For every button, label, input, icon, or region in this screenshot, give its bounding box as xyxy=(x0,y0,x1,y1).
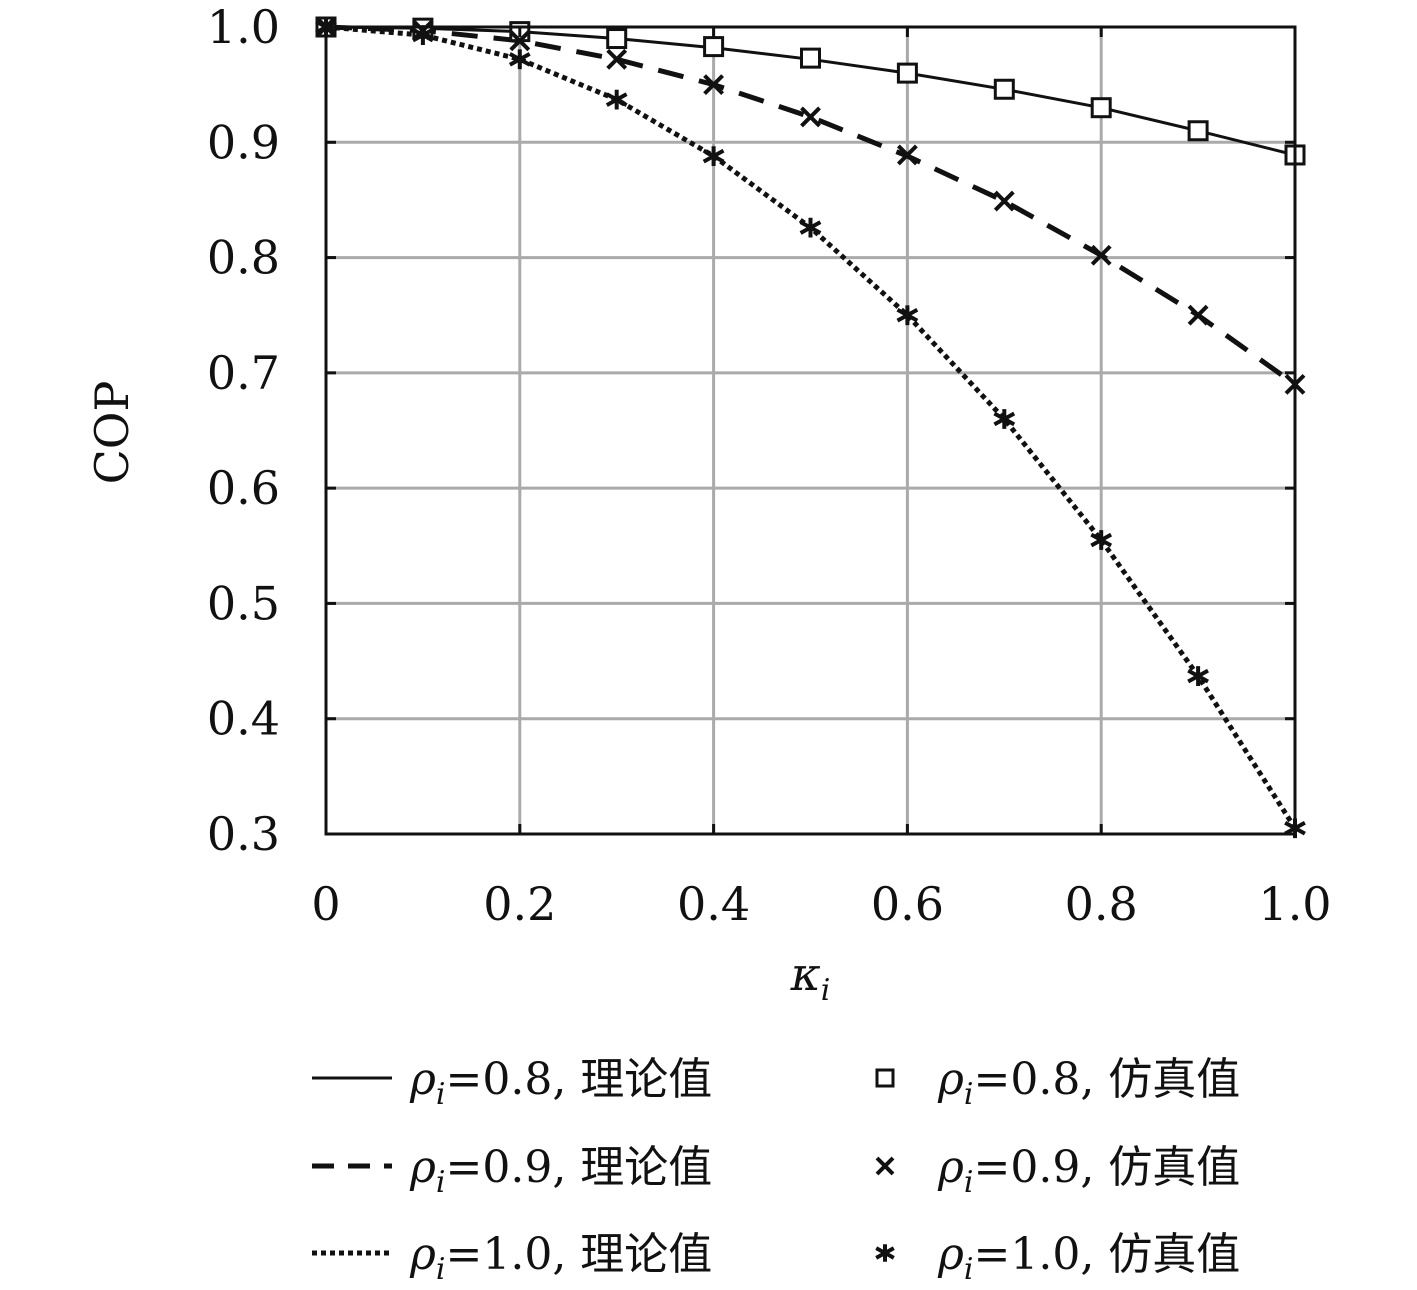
y-tick-label-0: 0.3 xyxy=(207,807,280,861)
y-tick-label-4: 0.7 xyxy=(207,346,280,400)
series-5-marker-6 xyxy=(896,305,919,326)
legend-entry-5: ρi=1.0, 仿真值 xyxy=(875,1229,1240,1287)
series-3-marker-6 xyxy=(896,144,918,166)
series-1-marker-8 xyxy=(1090,97,1112,119)
y-tick-label-3: 0.6 xyxy=(207,461,280,515)
series-1-marker-3 xyxy=(606,28,628,50)
x-tick-label-0: 0 xyxy=(311,877,340,931)
series-3-marker-2 xyxy=(509,30,531,52)
legend-entry-4: ρi=1.0, 理论值 xyxy=(312,1229,712,1287)
series-3-marker-5 xyxy=(800,106,821,128)
plot-frame xyxy=(324,25,1297,836)
x-axis-subscript: i xyxy=(821,973,831,1008)
series-5-marker-8 xyxy=(1090,530,1113,550)
x-tick-label-1: 0.2 xyxy=(483,877,556,931)
legend-entry-2: ρi=0.9, 理论值 xyxy=(312,1142,712,1200)
x-tick-label-3: 0.6 xyxy=(871,877,944,931)
y-tick-label-7: 1.0 xyxy=(207,0,280,54)
series-3-marker-4 xyxy=(703,74,725,96)
series-3-marker-8 xyxy=(1090,244,1112,266)
series-3-marker-9 xyxy=(1187,304,1209,326)
y-tick-label-6: 0.9 xyxy=(207,115,280,169)
series-3-marker-7 xyxy=(993,190,1015,212)
series-line-2 xyxy=(325,24,1297,387)
y-tick-label-1: 0.4 xyxy=(207,692,280,746)
x-tick-label-4: 0.8 xyxy=(1065,877,1138,931)
legend-sample-marker-3 xyxy=(875,1156,895,1176)
legend-entry-1: ρi=0.8, 仿真值 xyxy=(875,1054,1240,1112)
y-axis-title: COP xyxy=(85,381,139,485)
series-3-marker-3 xyxy=(606,48,628,70)
legend-label-4: ρi=1.0, 理论值 xyxy=(409,1229,712,1287)
legend-label-0: ρi=0.8, 理论值 xyxy=(409,1054,712,1112)
x-axis-title: κi xyxy=(790,947,831,1008)
series-5-marker-7 xyxy=(993,409,1016,429)
legend: ρi=0.8, 理论值 ρi=0.8, 仿真值 ρi=0.9, 理论值 ρi=0.9,… xyxy=(312,1054,1240,1287)
y-tick-label-2: 0.5 xyxy=(207,576,280,630)
legend-sample-marker-1 xyxy=(875,1068,895,1088)
tick-labels: 0 0.2 0.4 0.6 0.8 1.0 0.3 0.4 0.5 0.6 0.7 0.8 0.9 1.0 xyxy=(207,0,1332,931)
legend-label-2: ρi=0.9, 理论值 xyxy=(409,1142,712,1200)
x-axis-symbol: κ xyxy=(790,947,821,1001)
grid-lines xyxy=(324,25,1297,836)
series-1-marker-7 xyxy=(993,78,1015,100)
series-5-marker-3 xyxy=(605,89,628,110)
series-5-marker-4 xyxy=(702,146,725,167)
legend-entry-3: ρi=0.9, 仿真值 xyxy=(875,1142,1240,1200)
series-1-marker-6 xyxy=(896,62,918,84)
y-tick-label-5: 0.8 xyxy=(207,231,280,285)
series-5-marker-5 xyxy=(799,217,822,238)
legend-entry-0: ρi=0.8, 理论值 xyxy=(312,1054,712,1112)
series-5-marker-9 xyxy=(1187,666,1209,686)
legend-sample-marker-5 xyxy=(875,1244,895,1262)
series-1-marker-5 xyxy=(800,47,821,69)
series-5-marker-2 xyxy=(508,49,531,70)
x-tick-label-5: 1.0 xyxy=(1258,877,1331,931)
legend-label-5: ρi=1.0, 仿真值 xyxy=(937,1229,1240,1287)
series-1-marker-4 xyxy=(703,36,725,58)
legend-label-1: ρi=0.8, 仿真值 xyxy=(937,1054,1240,1112)
series-line-4 xyxy=(325,24,1298,830)
x-tick-label-2: 0.4 xyxy=(677,877,750,931)
series-markers xyxy=(315,16,1306,839)
series-1-marker-9 xyxy=(1187,120,1209,142)
series-lines xyxy=(325,24,1298,830)
legend-label-3: ρi=0.9, 仿真值 xyxy=(937,1142,1240,1200)
